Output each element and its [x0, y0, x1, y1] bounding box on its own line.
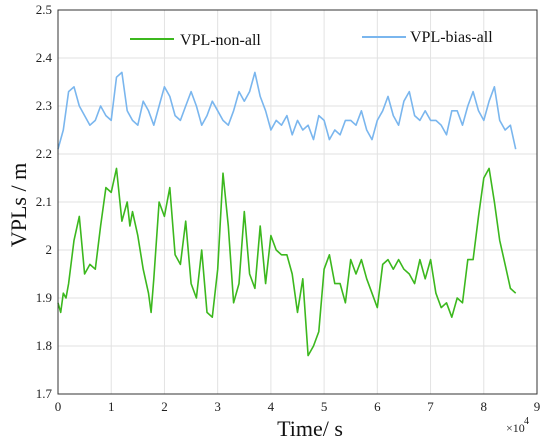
x-tick-label: 5 — [321, 399, 328, 414]
series-line-vpl-non-all — [57, 167, 517, 357]
y-tick-label: 2.2 — [36, 146, 52, 161]
y-tick-label: 1.8 — [36, 338, 52, 353]
plot-frame — [57, 9, 538, 395]
y-tick-label: 2 — [46, 242, 53, 257]
y-tick-label: 2.3 — [36, 98, 52, 113]
y-tick-label: 1.9 — [36, 290, 52, 305]
grid — [57, 9, 538, 395]
legend: VPL-non-all VPL-bias-all — [130, 29, 493, 49]
y-tick-label: 2.5 — [36, 2, 52, 17]
x-tick-label: 4 — [268, 399, 275, 414]
x-tick-label: 0 — [55, 399, 62, 414]
x-tick-label: 3 — [214, 399, 221, 414]
y-tick-label: 2.1 — [36, 194, 52, 209]
y-axis-title: VPLs / m — [6, 163, 31, 247]
series-group — [57, 71, 517, 357]
x-tick-labels: 0 1 2 3 4 5 6 7 8 9 — [55, 399, 541, 414]
x-multiplier-exponent: 4 — [524, 416, 529, 427]
x-tick-label: 1 — [108, 399, 115, 414]
y-tick-label: 1.7 — [36, 386, 53, 401]
x-multiplier-label: ×10 — [506, 421, 525, 435]
y-tick-labels: 1.7 1.8 1.9 2 2.1 2.2 2.3 2.4 2.5 — [36, 2, 53, 401]
x-tick-label: 2 — [161, 399, 168, 414]
x-tick-label: 7 — [427, 399, 434, 414]
x-tick-label: 6 — [374, 399, 381, 414]
x-tick-label: 8 — [481, 399, 488, 414]
x-axis-title: Time/ s — [277, 416, 343, 441]
y-tick-label: 2.4 — [36, 50, 53, 65]
legend-label-vpl-bias-all: VPL-bias-all — [410, 29, 493, 46]
series-line-vpl-bias-all — [57, 71, 517, 150]
legend-label-vpl-non-all: VPL-non-all — [180, 32, 261, 49]
x-tick-label: 9 — [534, 399, 541, 414]
